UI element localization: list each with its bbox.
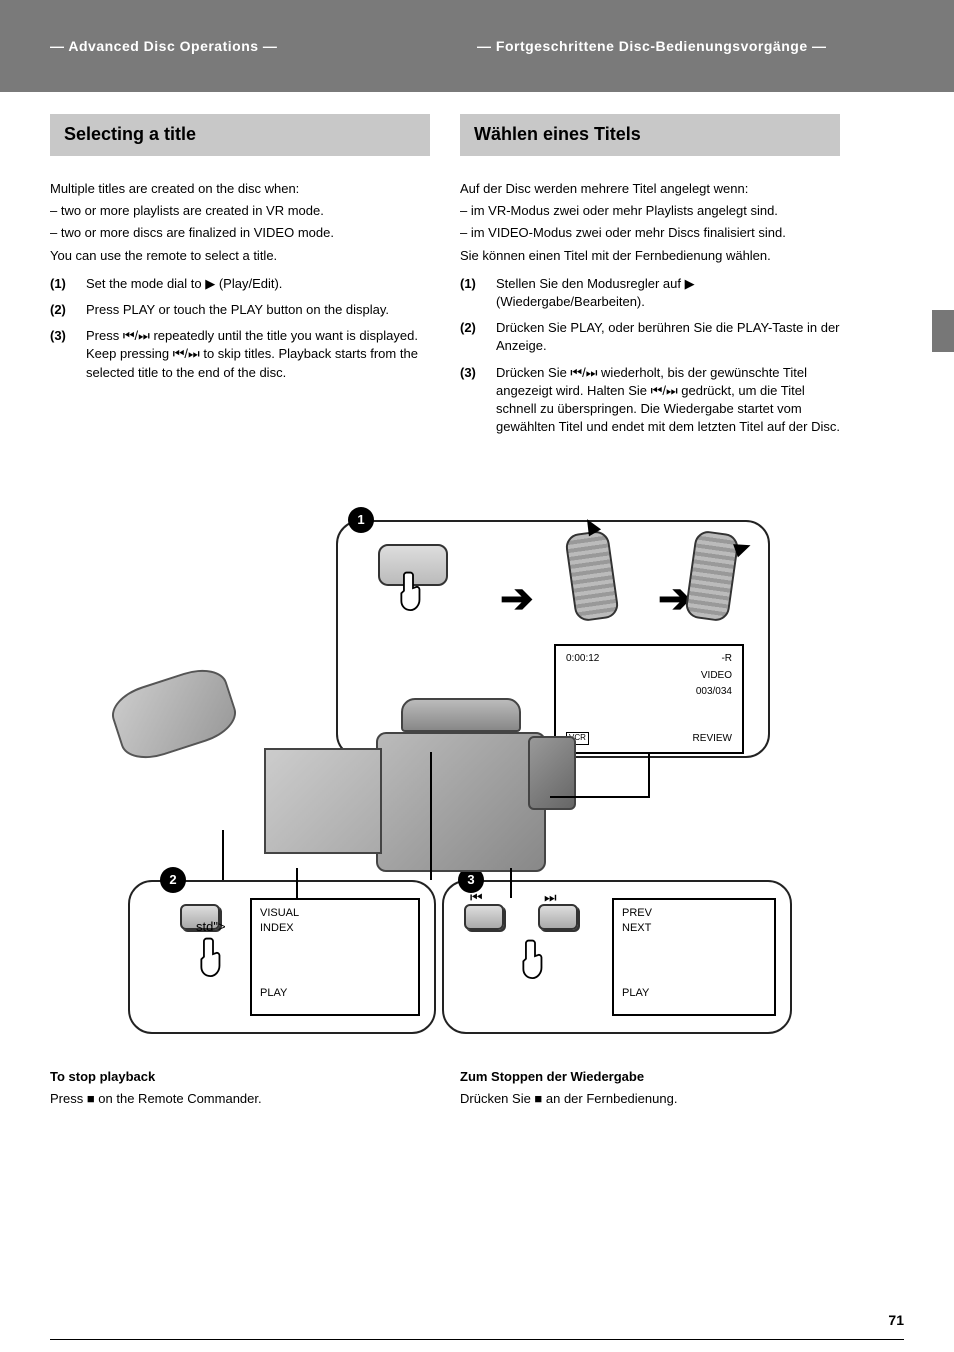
step-1-en: (1) Set the mode dial to ▶ (Play/Edit). bbox=[50, 275, 430, 293]
lcd-display-bl: VISUAL INDEX PLAY bbox=[250, 898, 420, 1016]
connector-line bbox=[510, 868, 512, 898]
step-1-de: (1) Stellen Sie den Modusregler auf ▶ (W… bbox=[460, 275, 840, 311]
intro-de-item1: – im VR-Modus zwei oder mehr Playlists a… bbox=[460, 202, 840, 220]
intro-en-item2: – two or more discs are finalized in VID… bbox=[50, 224, 430, 242]
section-tab bbox=[932, 310, 954, 352]
step-badge-1: 1 bbox=[348, 507, 374, 533]
connector-line bbox=[430, 752, 432, 880]
step-badge-2: 2 bbox=[160, 867, 186, 893]
hand-icon-3 bbox=[518, 938, 552, 982]
intro-en: Multiple titles are created on the disc … bbox=[50, 180, 430, 198]
stop-section-de: Zum Stoppen der Wiedergabe Drücken Sie ■… bbox=[460, 1068, 840, 1107]
prev-button-graphic bbox=[464, 904, 504, 930]
intro-de-item2: – im VIDEO-Modus zwei oder mehr Discs fi… bbox=[460, 224, 840, 242]
camcorder-graphic bbox=[256, 692, 576, 892]
arrow-icon-1: ➔ bbox=[500, 572, 534, 626]
stop-section-en: To stop playback Press ■ on the Remote C… bbox=[50, 1068, 430, 1107]
hand-icon-1 bbox=[396, 570, 430, 614]
step-2-de: (2) Drücken Sie PLAY, oder berühren Sie … bbox=[460, 319, 840, 355]
lcd-display-top: 0:00:12-R VIDEO 003/034 VCR REVIEW bbox=[554, 644, 744, 754]
step-3-de: (3) Drücken Sie ⏮/⏭ wiederholt, bis der … bbox=[460, 364, 840, 437]
page-number: 71 bbox=[888, 1311, 904, 1330]
section-title-de: Wählen eines Titels bbox=[460, 114, 840, 156]
connector-line bbox=[222, 830, 224, 880]
body-column-de: Auf der Disc werden mehrere Titel angele… bbox=[460, 180, 840, 444]
diagram: 1 2 3 ➔ ➔ 0:00:12-R VIDEO 003/034 VCR RE… bbox=[50, 520, 840, 1040]
intro-de-tail: Sie können einen Titel mit der Fernbedie… bbox=[460, 247, 840, 265]
intro-en-item1: – two or more playlists are created in V… bbox=[50, 202, 430, 220]
step-2-en: (2) Press PLAY or touch the PLAY button … bbox=[50, 301, 430, 319]
chapter-header: — Advanced Disc Operations — — Fortgesch… bbox=[0, 0, 954, 92]
connector-line bbox=[550, 796, 650, 798]
step-3-en: (3) Press ⏮/⏭ repeatedly until the title… bbox=[50, 327, 430, 382]
body-column-en: Multiple titles are created on the disc … bbox=[50, 180, 430, 390]
chapter-label-en: — Advanced Disc Operations — bbox=[50, 37, 477, 56]
intro-de: Auf der Disc werden mehrere Titel angele… bbox=[460, 180, 840, 198]
remote-commander-graphic bbox=[106, 661, 242, 767]
next-button-graphic bbox=[538, 904, 578, 930]
chapter-label-de: — Fortgeschrittene Disc-Bedienungsvorgän… bbox=[477, 37, 904, 56]
intro-en-tail: You can use the remote to select a title… bbox=[50, 247, 430, 265]
footer-rule bbox=[50, 1339, 904, 1340]
connector-line bbox=[296, 868, 298, 898]
hand-icon-2: std"> bbox=[196, 918, 230, 962]
lcd-display-br: PREV NEXT PLAY bbox=[612, 898, 776, 1016]
section-title-en: Selecting a title bbox=[50, 114, 430, 156]
connector-line bbox=[648, 752, 650, 796]
